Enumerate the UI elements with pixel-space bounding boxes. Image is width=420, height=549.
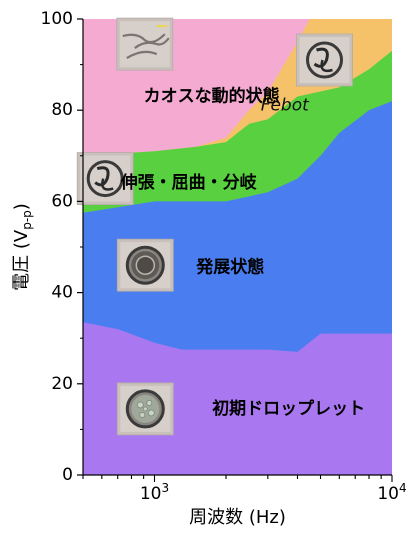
y-tick-label: 100 [41, 9, 73, 29]
y-tick-label: 40 [51, 283, 73, 303]
bubble-icon [146, 400, 153, 406]
y-tick-label: 80 [51, 100, 73, 120]
bubble-icon [137, 401, 144, 409]
y-tick-label: 20 [51, 374, 73, 394]
developing-micrograph [116, 238, 174, 292]
initial-droplet-micrograph [116, 382, 174, 436]
spiral-ring-icon [86, 160, 124, 198]
febot-micrograph [296, 33, 353, 87]
x-axis-label: 周波数 (Hz) [189, 507, 286, 528]
region-label-1: 発展状態 [195, 257, 264, 278]
bubble-icon [143, 406, 148, 412]
region-label-4: カオスな動的状態 [144, 86, 280, 107]
spiral-arm-icon [313, 47, 329, 68]
x-tick-label: 104 [377, 481, 406, 504]
chaotic-dynamics-micrograph [116, 17, 174, 71]
droplet-inner-icon [135, 255, 156, 275]
spiral-arm-icon [94, 166, 110, 187]
spiral-ring-icon [306, 41, 343, 79]
spiral-arm-icon [101, 178, 114, 191]
region-label-2: 伸張・屈曲・分岐 [120, 172, 258, 193]
region-fill-0 [83, 322, 392, 475]
stretching-micrograph [76, 152, 134, 206]
bubble-icon [148, 409, 155, 417]
bubble-icon [139, 412, 146, 418]
y-axis-label: 電圧 (Vp-p) [11, 203, 34, 291]
y-tick-label: 0 [62, 465, 73, 485]
x-tick-label: 103 [140, 481, 169, 504]
regions-layer [83, 19, 392, 475]
y-tick-label: 60 [51, 191, 73, 211]
region-label-0: 初期ドロップレット [212, 398, 365, 419]
filament-icon [122, 33, 170, 60]
region-label-3: Febot [261, 96, 310, 116]
spiral-arm-icon [320, 59, 333, 73]
